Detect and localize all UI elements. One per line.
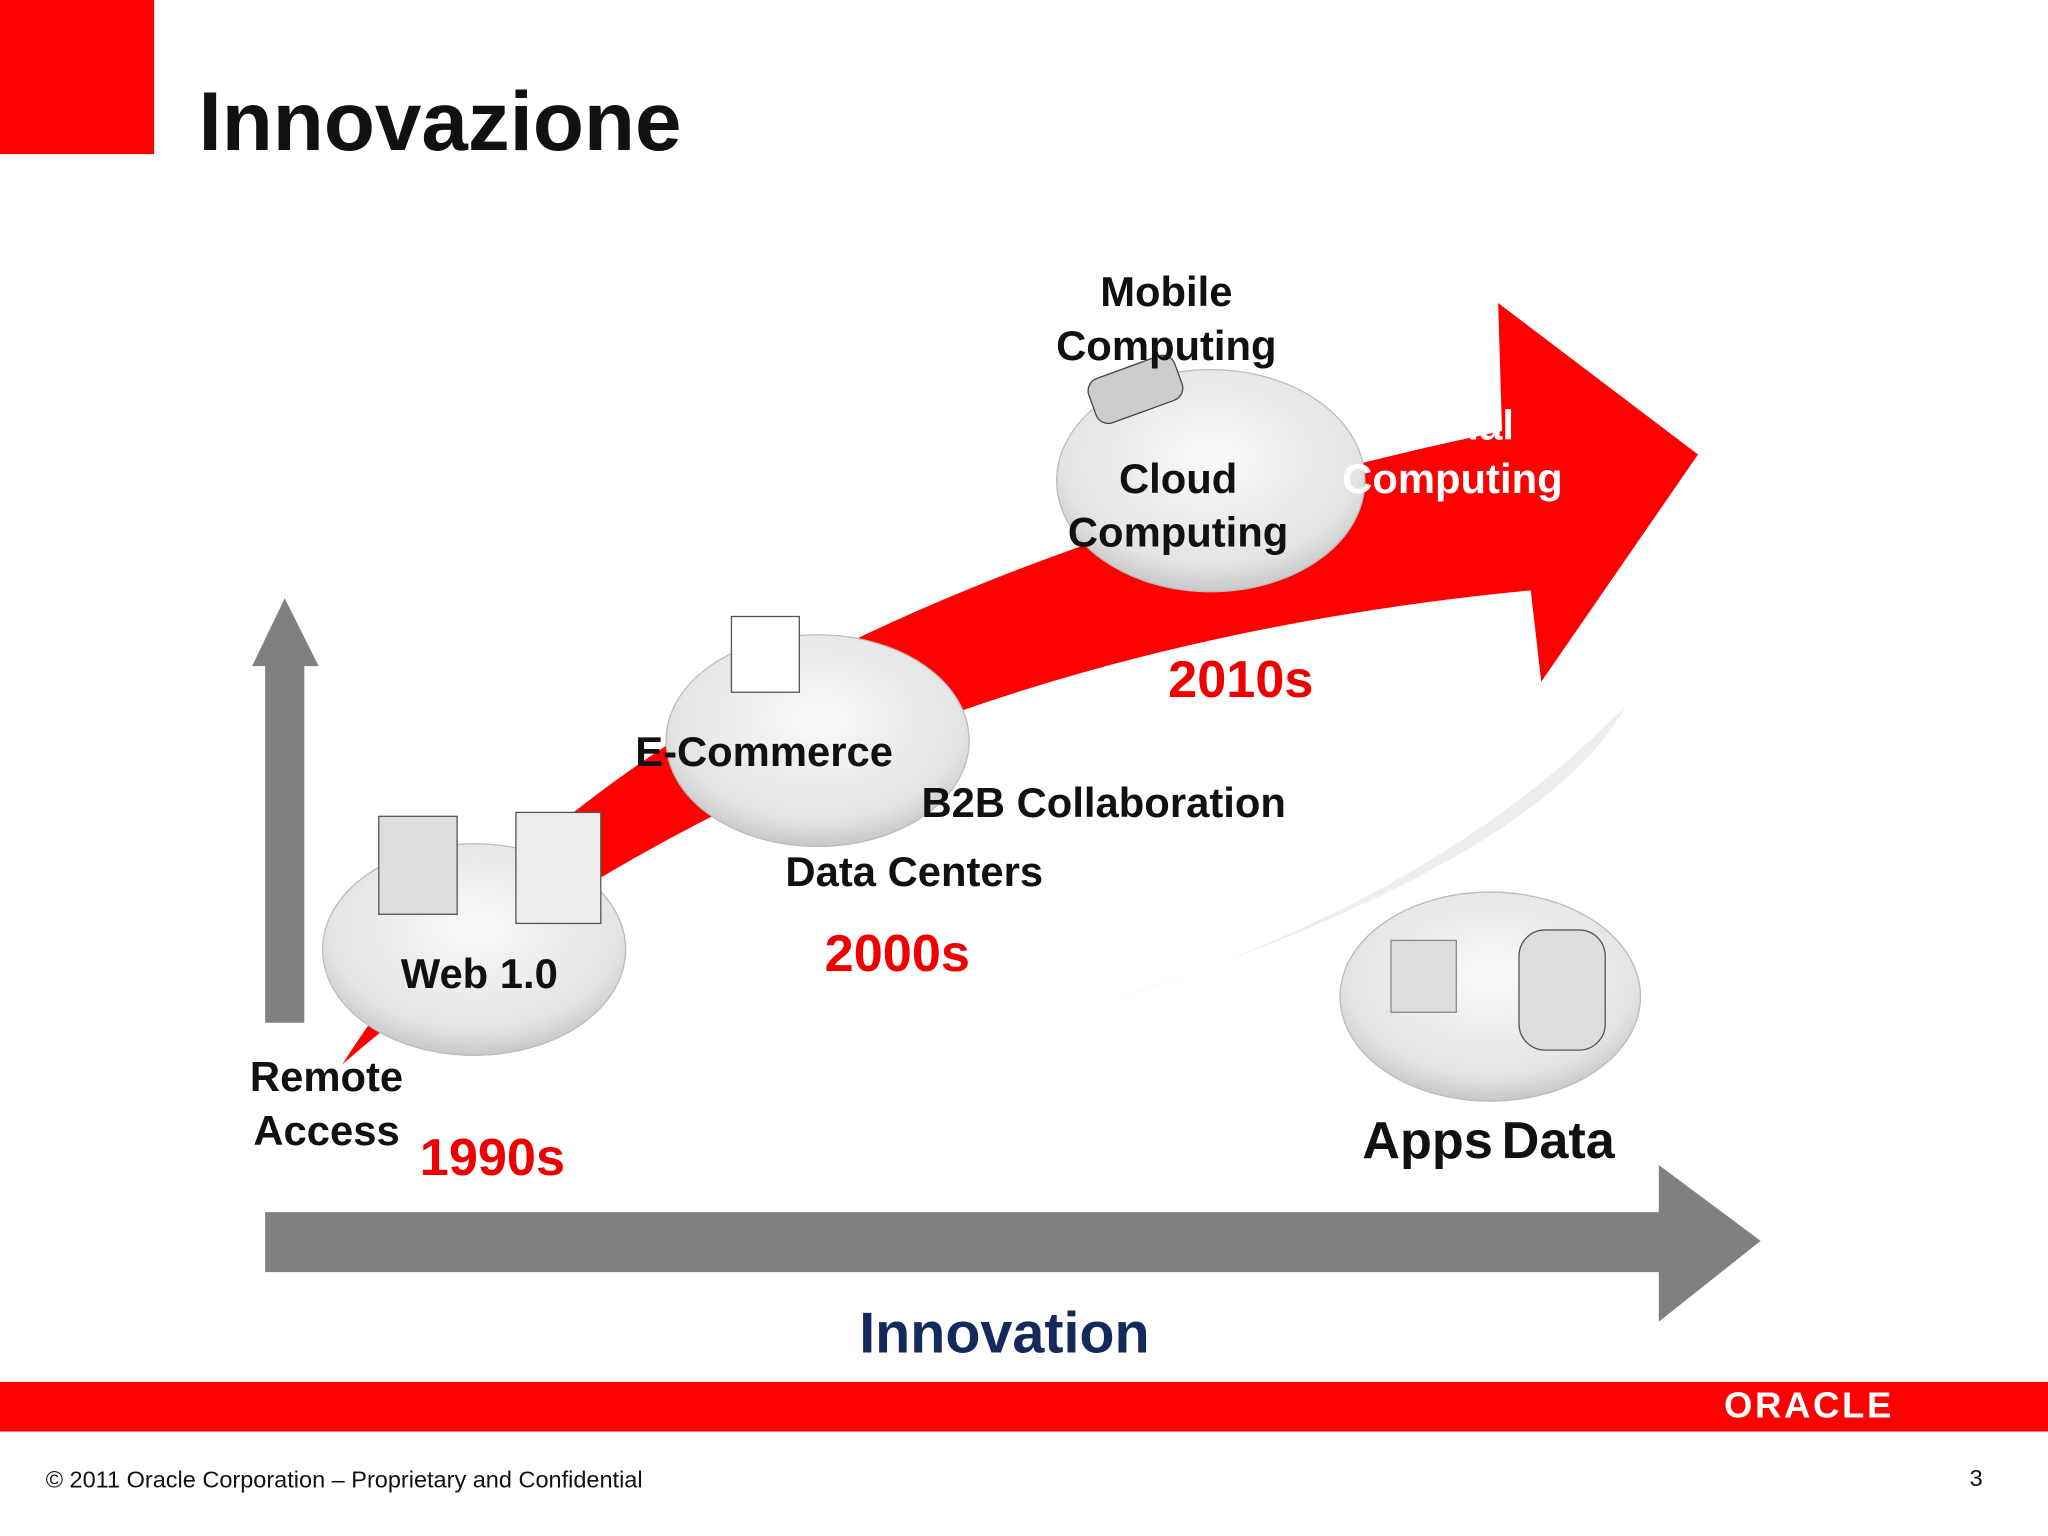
social-computing: Social [1391, 401, 1514, 448]
mobile-computing: Computing [1056, 322, 1276, 369]
apps-icon [1390, 939, 1457, 1013]
web-1: Web 1.0 [401, 950, 558, 997]
mobile-computing: Mobile [1100, 268, 1232, 315]
corner-square [0, 0, 155, 155]
copyright: © 2011 Oracle Corporation – Proprietary … [46, 1466, 643, 1492]
remote-access: Remote [250, 1053, 403, 1100]
b2b-collaboration: B2B Collaboration [921, 779, 1285, 826]
horizontal-arrow [265, 1165, 1761, 1322]
era-1990s: 1990s [420, 1129, 565, 1187]
monitor-icon [378, 815, 458, 915]
cloud-oval [1055, 368, 1366, 593]
data: Data [1502, 1112, 1616, 1170]
labels: Mobile Computing Social Computing Cloud Compu… [250, 268, 1616, 1187]
era-2000s: 2000s [825, 925, 970, 983]
page-number: 3 [1970, 1465, 1983, 1491]
cloud-computing: Cloud [1119, 455, 1237, 502]
e-commerce: E-Commerce [635, 728, 893, 775]
footer-band [0, 1381, 2048, 1432]
era-2010s: 2010s [1168, 651, 1313, 709]
cart-icon [730, 615, 800, 693]
social-computing: Computing [1342, 455, 1562, 502]
cloud-computing: Computing [1068, 509, 1288, 556]
apps: Apps [1362, 1112, 1493, 1170]
phone-icon [1087, 354, 1184, 425]
slide-title: Innovazione [199, 74, 682, 168]
data-centers: Data Centers [785, 848, 1043, 895]
vertical-arrow [252, 598, 319, 1023]
axis-label: Innovation [859, 1302, 1149, 1366]
remote-access: Access [253, 1107, 399, 1154]
logo: ORACLE [1724, 1385, 1894, 1426]
monitor-icon [515, 811, 602, 925]
database-icon [1518, 929, 1606, 1051]
